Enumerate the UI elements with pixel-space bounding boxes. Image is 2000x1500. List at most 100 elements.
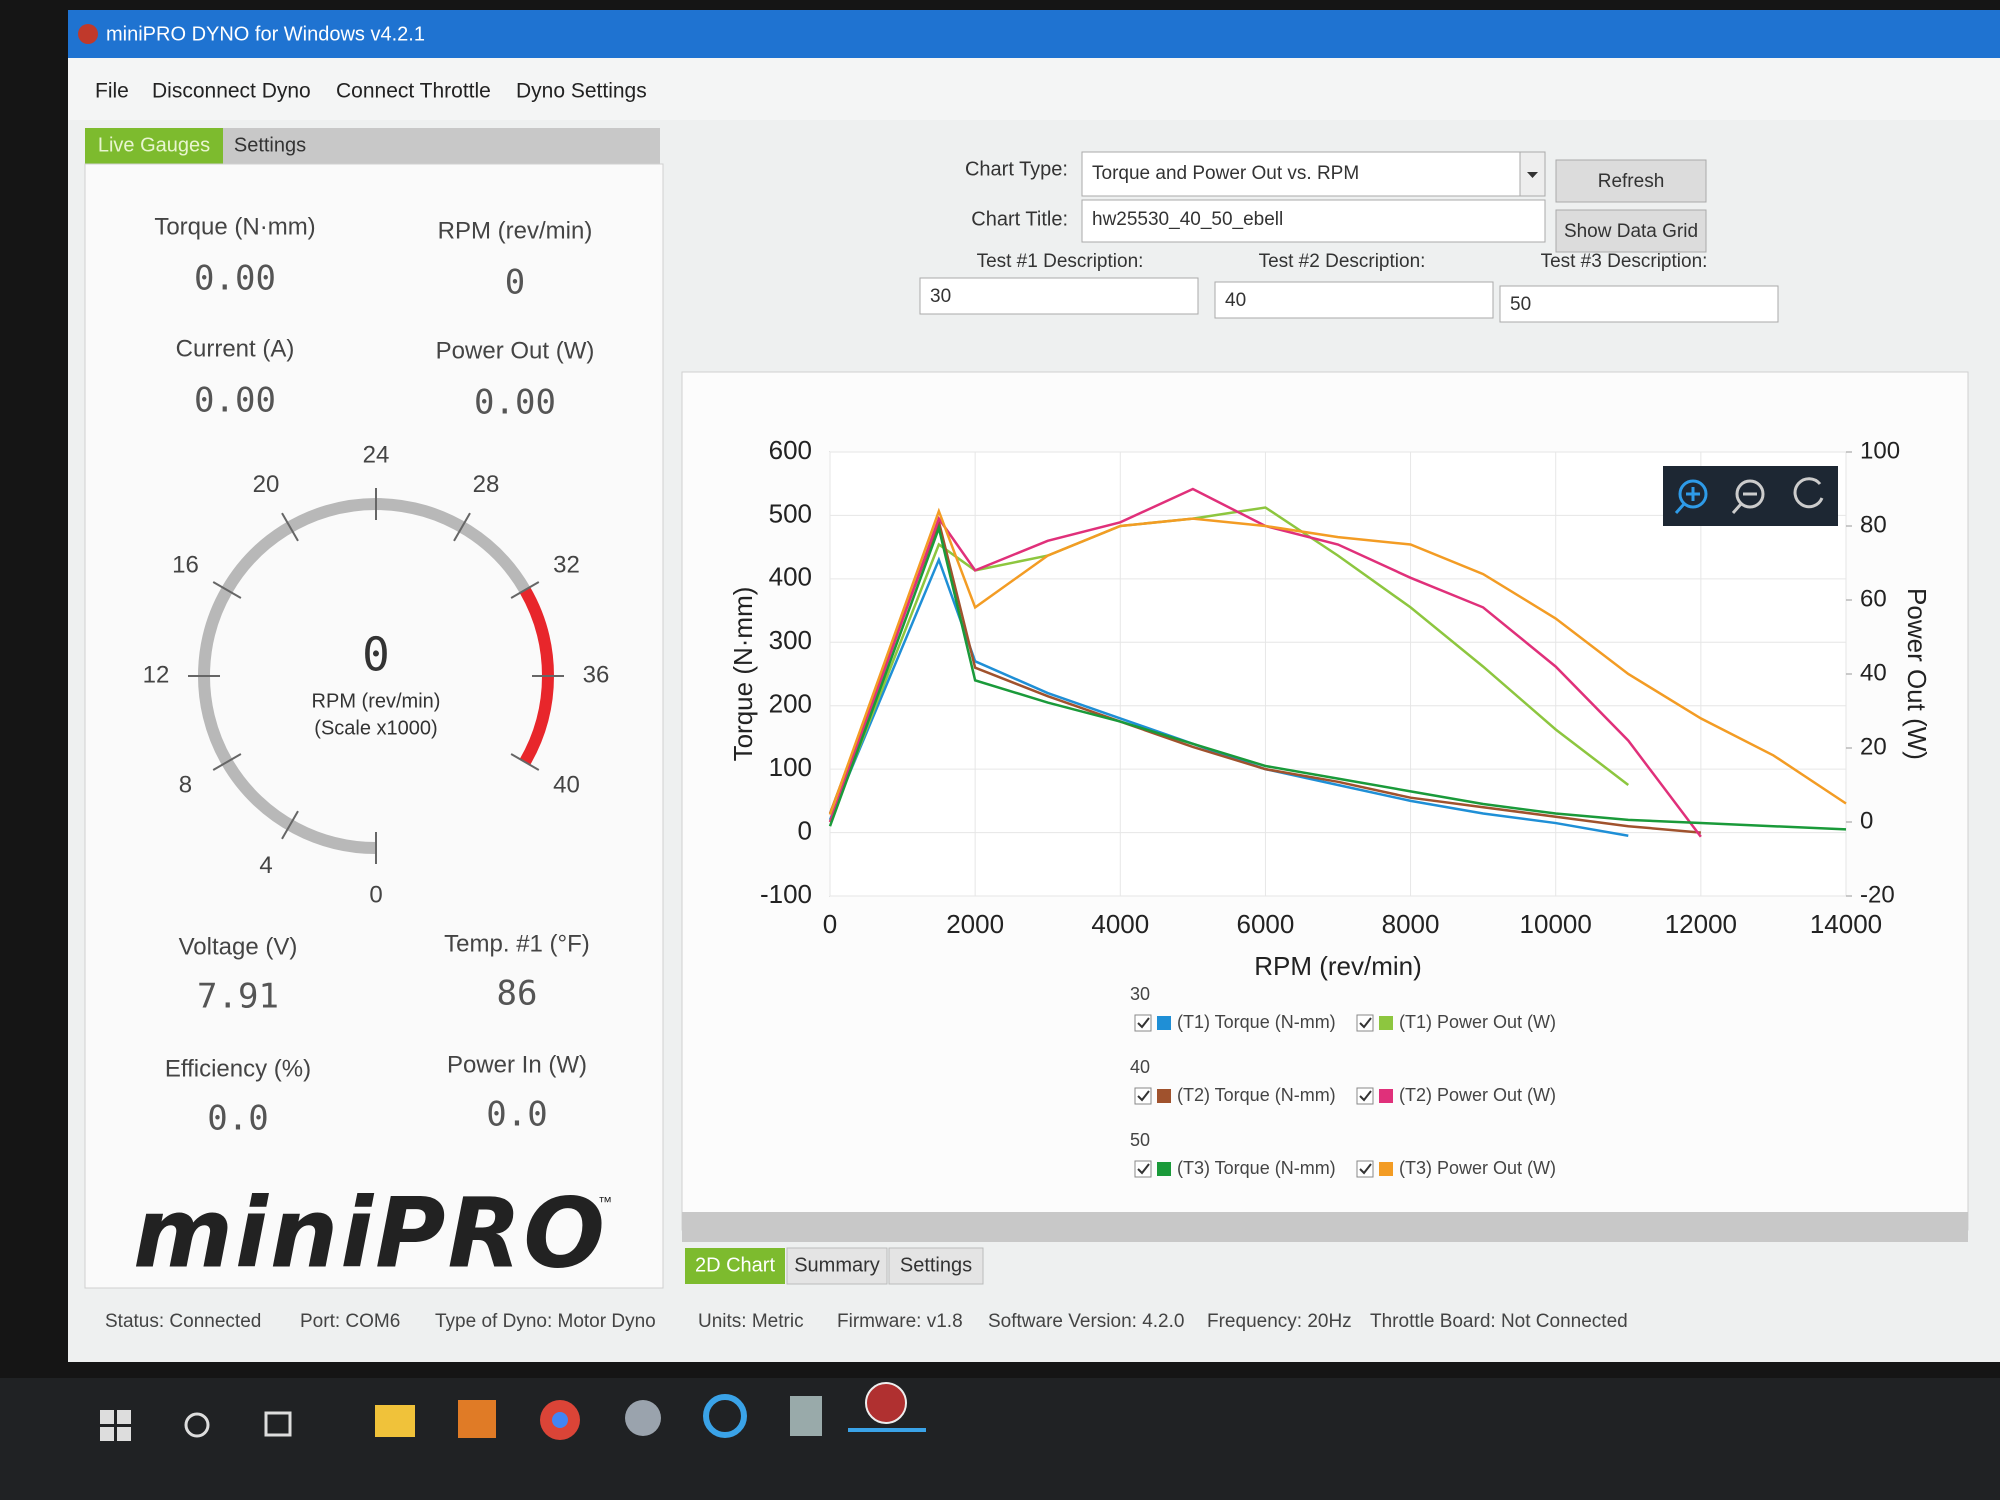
tab-label[interactable]: Settings	[900, 1254, 972, 1276]
tab-label[interactable]: Settings	[234, 134, 306, 156]
reset-zoom[interactable]	[1793, 477, 1824, 509]
tab-label[interactable]: 2D Chart	[695, 1254, 775, 1276]
legend-label[interactable]: (T1) Power Out (W)	[1399, 1012, 1556, 1032]
tab-live-gauges[interactable]	[85, 128, 223, 164]
test-value[interactable]: 50	[1510, 294, 1531, 315]
y2-tick-label: 60	[1860, 585, 1887, 612]
gauge-value: 0.00	[194, 259, 276, 299]
dial-tick	[453, 512, 471, 542]
legend-checkbox[interactable]	[1356, 1087, 1374, 1105]
legend-swatch	[1379, 1162, 1393, 1176]
show-data-grid-button[interactable]	[1555, 209, 1707, 253]
y2-tick-label: 20	[1860, 733, 1887, 760]
refresh-label[interactable]: Refresh	[1598, 171, 1665, 192]
menu-item[interactable]: File	[95, 80, 129, 103]
calculator-icon[interactable]	[790, 1396, 822, 1436]
zoom-out[interactable]	[1735, 479, 1765, 509]
gauge-value: 0.00	[474, 383, 556, 423]
test-input[interactable]	[1499, 285, 1779, 323]
dial-tick-label: 40	[553, 771, 580, 798]
menu-item[interactable]: Disconnect Dyno	[152, 80, 311, 103]
dial-tick	[281, 810, 299, 840]
toolbar-bg	[1663, 466, 1838, 526]
status-item: Throttle Board: Not Connected	[1370, 1311, 1628, 1332]
menu-item[interactable]: Dyno Settings	[516, 80, 647, 103]
status-item: Port: COM6	[300, 1311, 400, 1332]
gauge-label: Current (A)	[176, 335, 295, 362]
status-item: Status: Connected	[105, 1311, 261, 1332]
bottom-scroll	[682, 1212, 1968, 1242]
test-input[interactable]	[919, 277, 1199, 315]
dial-tick	[510, 581, 540, 599]
y2-tick-label: 40	[1860, 659, 1887, 686]
y2-tick-label: 80	[1860, 511, 1887, 538]
refresh-button[interactable]	[1555, 159, 1707, 203]
legend-checkbox[interactable]	[1134, 1087, 1152, 1105]
chart-title-label: Chart Title:	[971, 208, 1068, 230]
y-tick-label: 200	[769, 689, 812, 719]
chart-type-value[interactable]: Torque and Power Out vs. RPM	[1092, 163, 1359, 184]
legend-checkbox[interactable]	[1134, 1160, 1152, 1178]
tab-label[interactable]: Live Gauges	[98, 134, 210, 156]
trademark: ™	[598, 1194, 612, 1210]
dyno-icon[interactable]	[865, 1382, 907, 1424]
legend-label[interactable]: (T3) Power Out (W)	[1399, 1158, 1556, 1178]
y-tick-label: -100	[760, 879, 812, 909]
legend-checkbox[interactable]	[1134, 1014, 1152, 1032]
status-item: Units: Metric	[698, 1311, 804, 1332]
gauge-value: 86	[497, 974, 538, 1014]
y-tick-label: 400	[769, 562, 812, 592]
dial-tick-label: 32	[553, 551, 580, 578]
title-bar	[68, 10, 2000, 58]
tab-settings[interactable]	[888, 1247, 984, 1285]
show-data-grid-label[interactable]: Show Data Grid	[1564, 221, 1698, 242]
gauge-value: 0.0	[207, 1099, 268, 1139]
search-button[interactable]	[184, 1412, 210, 1438]
edge-icon[interactable]	[703, 1394, 747, 1438]
y-tick-label: 100	[769, 752, 812, 782]
dial-label: RPM (rev/min)	[312, 690, 441, 712]
start-button[interactable]	[100, 1410, 131, 1441]
legend-checkbox[interactable]	[1356, 1014, 1374, 1032]
gauge-value: 0.00	[194, 381, 276, 421]
y-tick-label: 600	[769, 435, 812, 465]
chart-type-select[interactable]	[1081, 151, 1546, 197]
legend-swatch	[1157, 1089, 1171, 1103]
gauge-value: 0	[505, 263, 525, 303]
legend-label[interactable]: (T3) Torque (N-mm)	[1177, 1158, 1336, 1178]
x-tick-label: 4000	[1091, 909, 1149, 939]
dial-tick-label: 8	[179, 771, 192, 798]
zoom-in[interactable]	[1678, 479, 1708, 509]
chart-title-input[interactable]	[1081, 199, 1546, 243]
tab-summary[interactable]	[786, 1247, 888, 1285]
gauge-label: Power Out (W)	[436, 337, 595, 364]
gauge-value: 0.0	[486, 1095, 547, 1135]
menu-item[interactable]: Connect Throttle	[336, 80, 491, 103]
gauge-label: Temp. #1 (°F)	[444, 930, 590, 957]
x-tick-label: 14000	[1810, 909, 1882, 939]
tab-label[interactable]: Summary	[794, 1254, 880, 1276]
test-value[interactable]: 40	[1225, 290, 1246, 311]
task-view[interactable]	[264, 1411, 292, 1437]
app-icon[interactable]	[625, 1400, 661, 1436]
tab-2d-chart[interactable]	[685, 1248, 785, 1284]
chart-title-value[interactable]: hw25530_40_50_ebell	[1092, 209, 1283, 230]
dial-tick-label: 0	[369, 881, 382, 908]
legend-label[interactable]: (T2) Power Out (W)	[1399, 1085, 1556, 1105]
zoom-out-glyph	[1731, 492, 1757, 514]
explorer-icon[interactable]	[375, 1405, 415, 1437]
gauge-label: Power In (W)	[447, 1051, 587, 1078]
zoom-in-glyph	[1674, 487, 1700, 514]
legend: 30 40 50 (T1) Torque (N-mm) (T1) Power Out (…	[1130, 984, 1556, 1178]
legend-label[interactable]: (T1) Torque (N-mm)	[1177, 1012, 1336, 1032]
outlook-icon[interactable]	[458, 1400, 496, 1438]
test-descriptions: Test #1 Description: 30 Test #2 Descriptio…	[919, 251, 1779, 323]
series-line	[828, 517, 1701, 834]
legend-swatch	[1379, 1089, 1393, 1103]
test-input[interactable]	[1214, 281, 1494, 319]
legend-checkbox[interactable]	[1356, 1160, 1374, 1178]
test-value[interactable]: 30	[930, 286, 951, 307]
legend-label[interactable]: (T2) Torque (N-mm)	[1177, 1085, 1336, 1105]
